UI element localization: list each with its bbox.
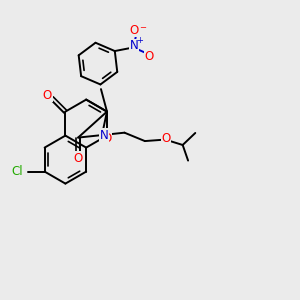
Text: O: O	[74, 152, 83, 165]
Text: Cl: Cl	[11, 165, 23, 178]
Text: O: O	[129, 24, 139, 37]
Text: N: N	[130, 39, 138, 52]
Text: O: O	[102, 132, 112, 145]
Text: N: N	[100, 129, 109, 142]
Text: O: O	[161, 132, 170, 145]
Text: −: −	[139, 23, 146, 32]
Text: +: +	[136, 36, 143, 45]
Text: O: O	[43, 88, 52, 102]
Text: O: O	[145, 50, 154, 63]
